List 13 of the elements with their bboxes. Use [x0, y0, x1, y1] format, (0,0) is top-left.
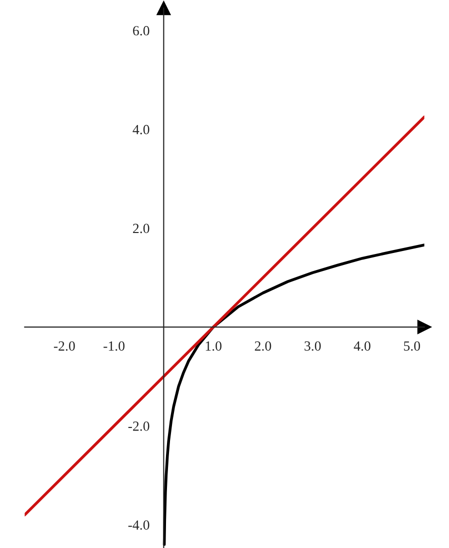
x-tick-label: -2.0 [54, 341, 75, 351]
x-tick-label: -1.0 [104, 341, 125, 351]
y-tick-label: 6.0 [133, 26, 150, 36]
x-tick-label: 4.0 [354, 341, 370, 351]
y-tick-label: 4.0 [132, 124, 150, 134]
y-tick-label: 2.0 [133, 224, 150, 234]
x-tick-label: 3.0 [304, 341, 321, 351]
x-tick-label: 1.0 [206, 341, 222, 351]
y-tick-label: -2.0 [128, 421, 150, 431]
y-tick-label: -4.0 [128, 520, 150, 530]
x-tick-label: 2.0 [254, 341, 272, 351]
line-series [162, 244, 424, 546]
x-tick-label: 5.0 [404, 341, 420, 351]
